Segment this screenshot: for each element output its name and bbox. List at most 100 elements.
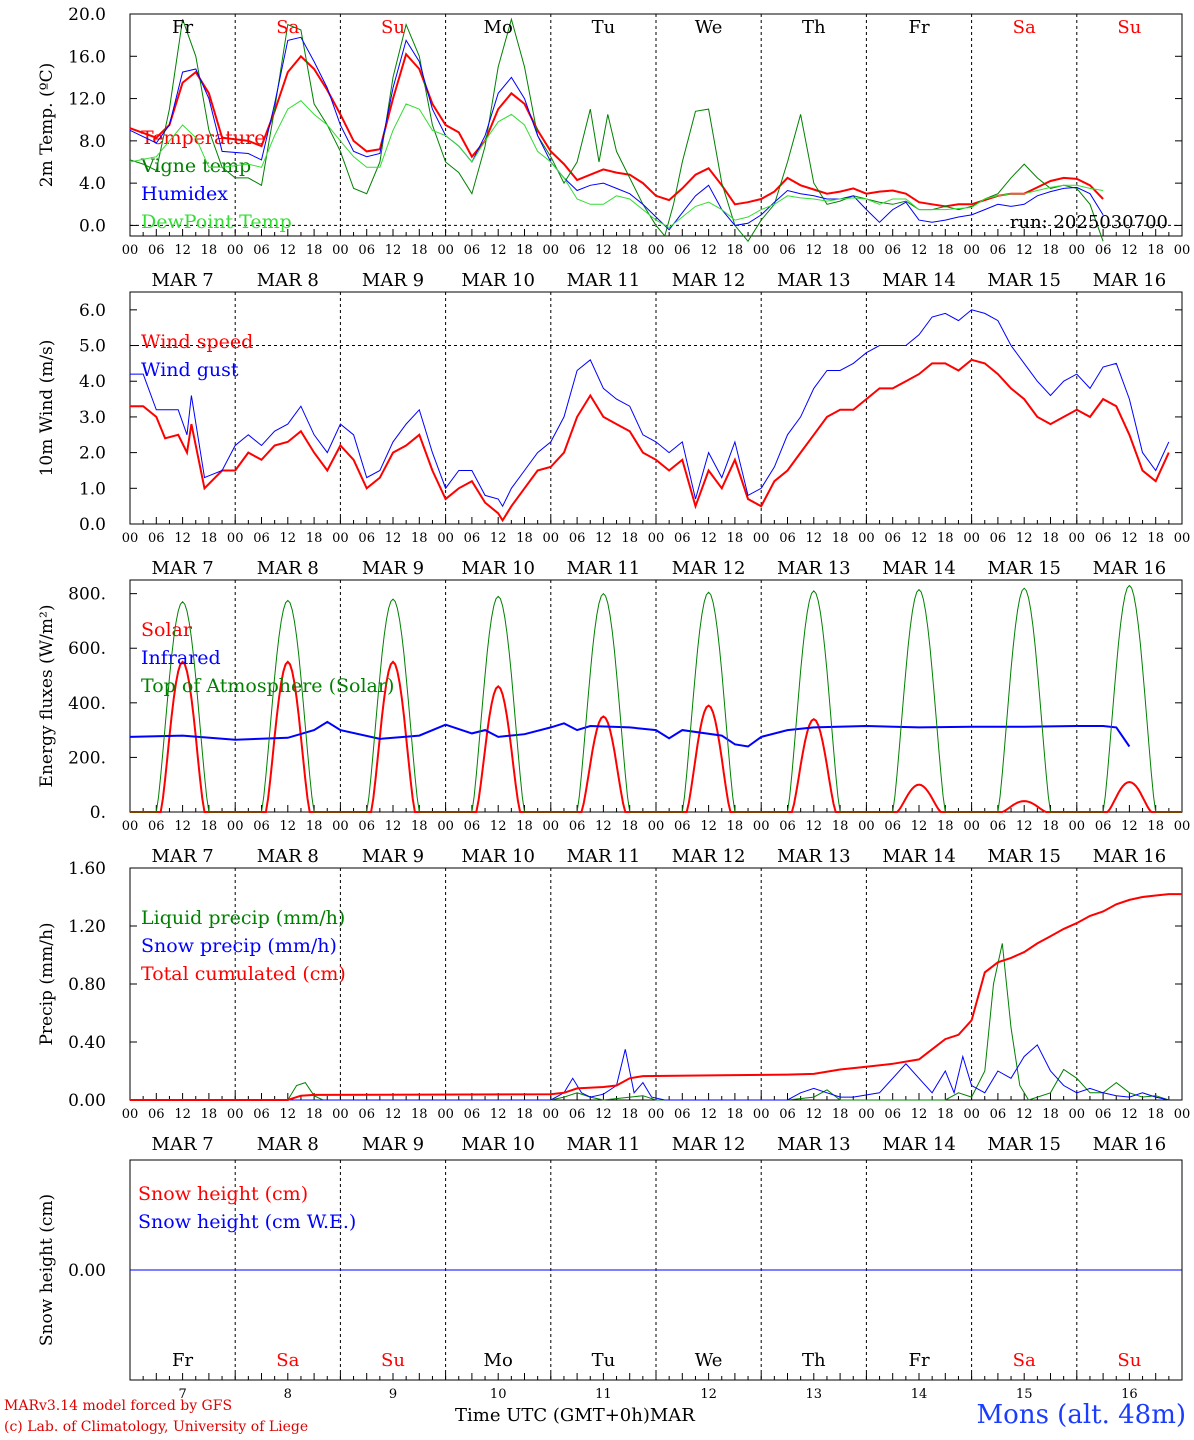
x-hour-label: 06 [569, 819, 586, 834]
x-hour-label: 00 [1069, 531, 1086, 546]
weekday-label-top: Mo [484, 17, 513, 38]
x-hour-label: 00 [227, 531, 244, 546]
x-hour-label: 18 [727, 819, 744, 834]
x-hour-label: 18 [832, 243, 849, 258]
x-hour-label: 18 [1042, 819, 1059, 834]
x-hour-label: 12 [1016, 819, 1033, 834]
y-tick-label: 1.0 [79, 479, 106, 499]
x-hour-label: 18 [727, 531, 744, 546]
y-tick-label: 16.0 [68, 47, 106, 67]
x-hour-label: 18 [201, 531, 218, 546]
x-hour-label: 00 [753, 531, 770, 546]
x-date-label: MAR 13 [777, 558, 851, 579]
x-date-label: MAR 14 [882, 1134, 956, 1155]
legend-entry: Vigne temp [140, 155, 251, 177]
x-hour-label: 00 [1174, 1107, 1191, 1122]
series-line-precip-2 [130, 893, 1182, 1101]
x-hour-label: 06 [990, 1107, 1007, 1122]
legend-entry: Snow precip (mm/h) [141, 935, 337, 957]
y-tick-label: 0.00 [68, 1091, 106, 1111]
x-hour-label: 06 [990, 819, 1007, 834]
x-hour-label: 00 [332, 1107, 349, 1122]
x-hour-label: 00 [122, 531, 139, 546]
x-hour-label: 18 [306, 243, 323, 258]
x-hour-label: 06 [884, 243, 901, 258]
legend-entry: Temperature [141, 127, 265, 149]
x-hour-label: 06 [253, 1107, 270, 1122]
x-date-label: MAR 13 [777, 270, 851, 291]
x-date-label: MAR 12 [672, 270, 746, 291]
x-hour-label: 12 [700, 1107, 717, 1122]
legend-entry: Top of Atmosphere (Solar) [141, 675, 394, 697]
x-hour-label: 06 [674, 243, 691, 258]
x-hour-label: 00 [648, 243, 665, 258]
x-hour-label: 12 [280, 1107, 297, 1122]
x-hour-label: 00 [122, 243, 139, 258]
x-hour-label: 00 [1069, 1107, 1086, 1122]
series-line-temp-1 [129, 17, 1104, 243]
x-hour-label: 12 [385, 1107, 402, 1122]
x-date-label: MAR 16 [1093, 558, 1167, 579]
series-line-temp-2 [129, 36, 1104, 231]
x-hour-label: 06 [253, 243, 270, 258]
x-date-label: MAR 7 [152, 1134, 214, 1155]
y-tick-label: 4.0 [79, 174, 106, 194]
x-date-label: MAR 12 [672, 1134, 746, 1155]
x-hour-label: 12 [490, 1107, 507, 1122]
x-date-label: MAR 10 [461, 1134, 535, 1155]
x-hour-label: 00 [227, 1107, 244, 1122]
date-number: 15 [1016, 1387, 1033, 1402]
x-hour-label: 18 [306, 531, 323, 546]
x-hour-label: 00 [648, 1107, 665, 1122]
legend-entry: Infrared [141, 647, 221, 669]
x-date-label: MAR 16 [1093, 846, 1167, 867]
x-axis-month: MAR [649, 1405, 695, 1426]
x-hour-label: 06 [674, 531, 691, 546]
x-hour-label: 06 [884, 531, 901, 546]
legend-entry: Solar [141, 619, 193, 641]
x-hour-label: 06 [884, 819, 901, 834]
series-line-temp-3 [129, 100, 1104, 229]
x-hour-label: 12 [700, 243, 717, 258]
weekday-label-top: Th [802, 17, 826, 38]
date-number: 13 [806, 1387, 823, 1402]
x-hour-label: 12 [911, 1107, 928, 1122]
x-hour-label: 18 [621, 819, 638, 834]
x-hour-label: 18 [727, 243, 744, 258]
x-hour-label: 00 [1069, 243, 1086, 258]
x-hour-label: 18 [832, 819, 849, 834]
x-hour-label: 00 [648, 819, 665, 834]
x-hour-label: 12 [385, 819, 402, 834]
x-axis-title-text: Time UTC (GMT+0h) [455, 1405, 650, 1426]
x-date-label: MAR 8 [257, 846, 319, 867]
x-hour-label: 06 [148, 819, 165, 834]
x-date-label: MAR 16 [1093, 270, 1167, 291]
x-hour-label: 00 [963, 1107, 980, 1122]
weekday-label-top: Fr [908, 17, 929, 38]
x-hour-label: 06 [253, 531, 270, 546]
y-tick-label: 0. [90, 803, 106, 823]
x-hour-label: 18 [621, 243, 638, 258]
x-hour-label: 00 [858, 243, 875, 258]
x-date-label: MAR 11 [567, 270, 641, 291]
weekday-label-top: Sa [1013, 17, 1036, 38]
weekday-label-top: Sa [276, 17, 299, 38]
x-hour-label: 18 [727, 1107, 744, 1122]
x-date-label: MAR 11 [567, 846, 641, 867]
series-line-energy-1 [129, 720, 1131, 748]
x-hour-label: 06 [779, 243, 796, 258]
x-hour-label: 12 [1121, 1107, 1138, 1122]
legend-entry: Wind speed [141, 331, 253, 353]
x-hour-label: 06 [358, 1107, 375, 1122]
x-hour-label: 12 [806, 1107, 823, 1122]
x-date-label: MAR 15 [987, 1134, 1061, 1155]
x-hour-label: 06 [148, 243, 165, 258]
x-hour-label: 12 [280, 531, 297, 546]
y-axis-label: Snow height (cm) [37, 1194, 57, 1346]
x-hour-label: 18 [1042, 531, 1059, 546]
x-hour-label: 00 [332, 531, 349, 546]
x-date-label: MAR 14 [882, 558, 956, 579]
date-number: 8 [284, 1387, 292, 1402]
x-hour-label: 00 [963, 819, 980, 834]
x-hour-label: 00 [1069, 819, 1086, 834]
